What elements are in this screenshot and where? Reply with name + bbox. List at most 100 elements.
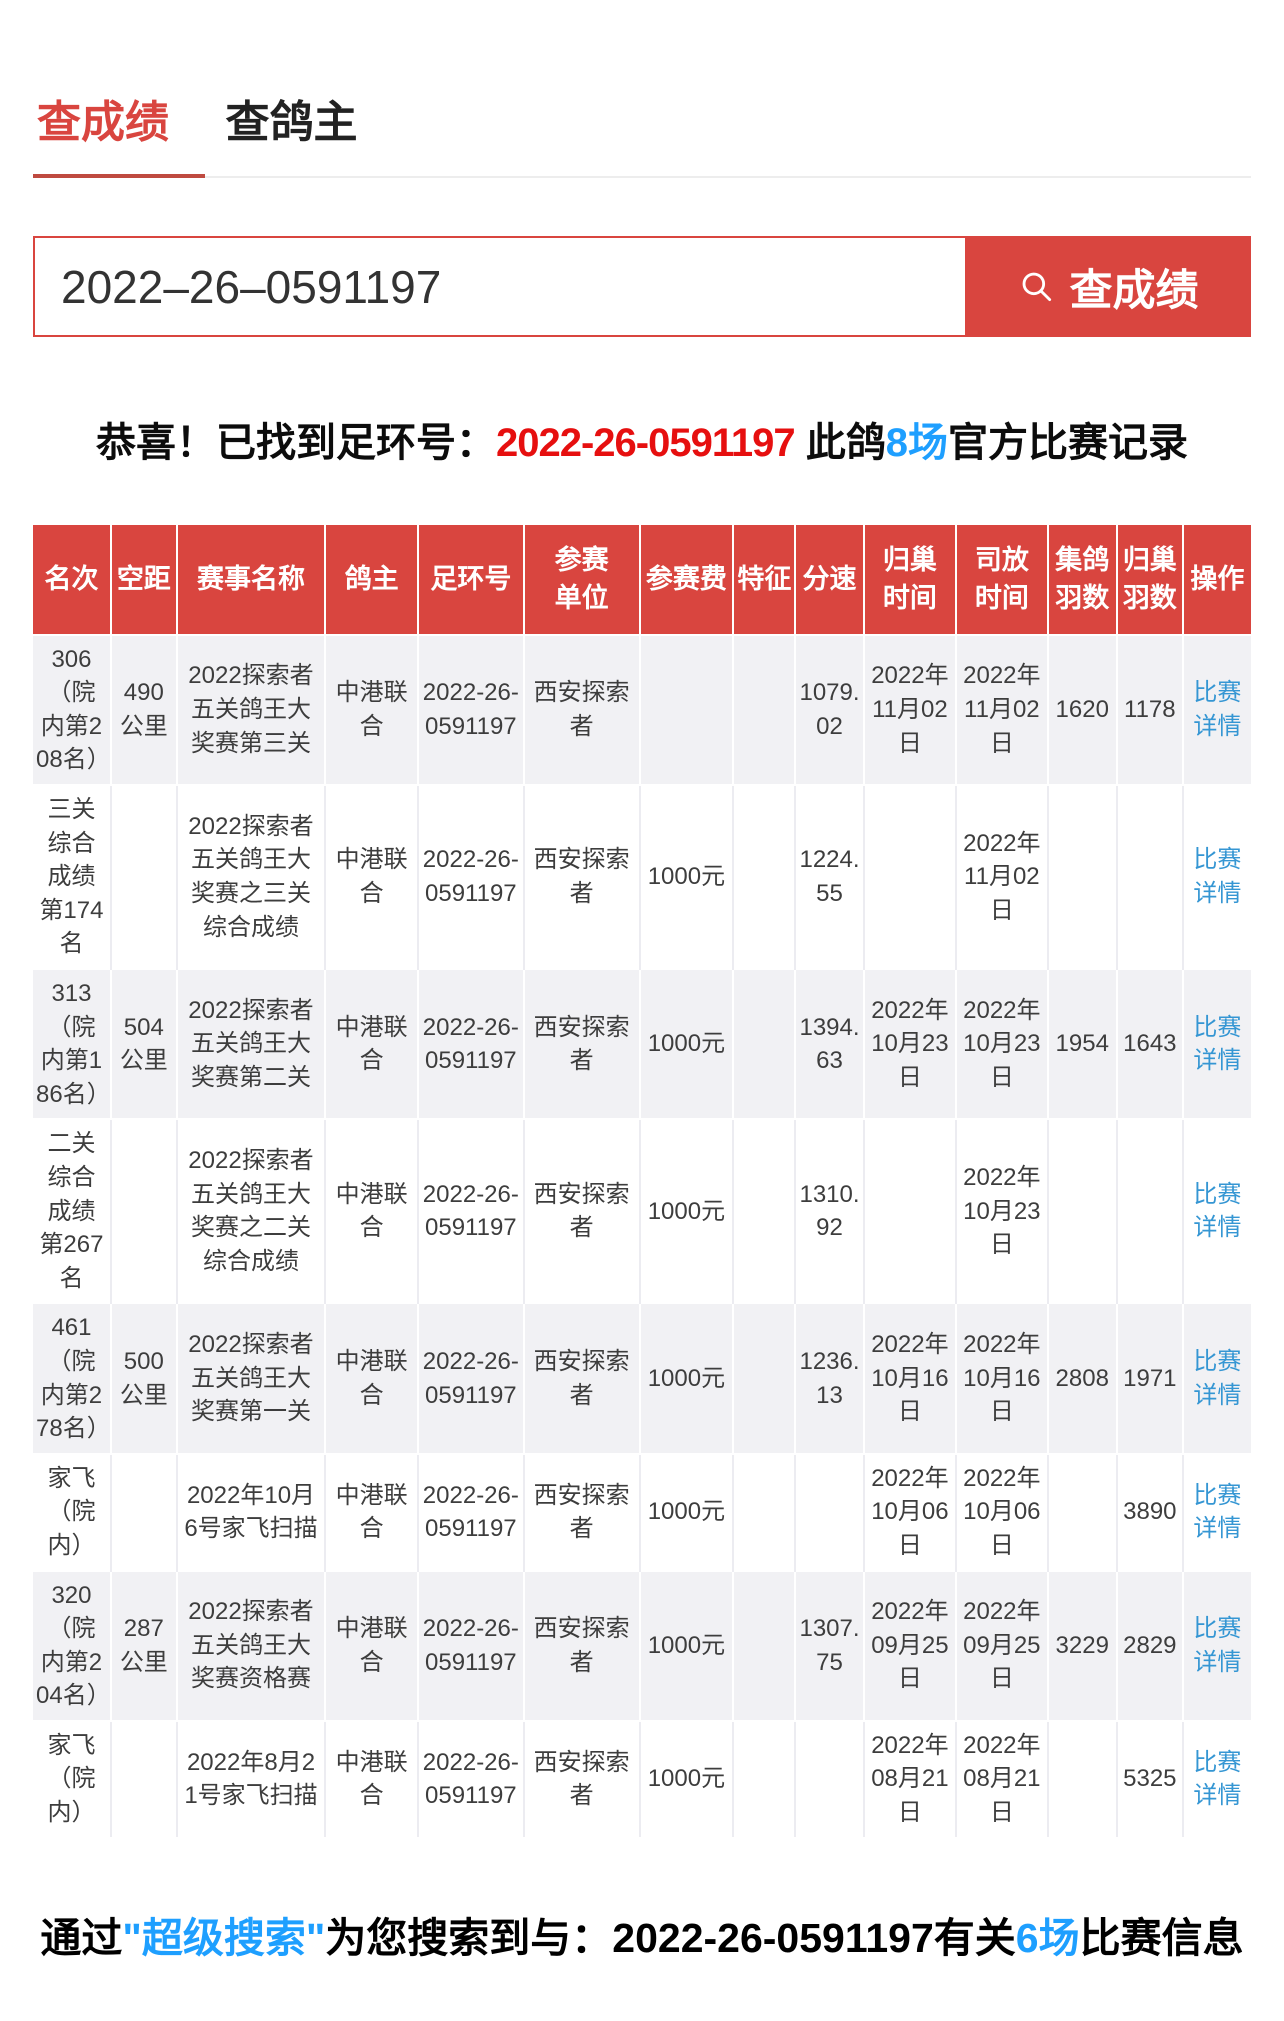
search-icon (1018, 268, 1056, 306)
race-detail-link[interactable]: 比赛详情 (1193, 679, 1242, 740)
cell-organization: 西安探索者 (523, 1719, 641, 1837)
cell-race-name: 2022探索者五关鸽王大奖赛之三关综合成绩 (176, 784, 327, 969)
cell-release-time: 2022年10月06日 (956, 1452, 1049, 1571)
column-header-collected-count: 集鸽 羽数 (1047, 525, 1118, 635)
banner-mid: 此鸽 (794, 421, 886, 465)
cell-race-name: 2022探索者五关鸽王大奖赛第三关 (176, 633, 327, 786)
race-detail-link[interactable]: 比赛详情 (1193, 1481, 1242, 1543)
cell-organization: 西安探索者 (523, 1118, 641, 1304)
note-mid2: 有关 (933, 1914, 1016, 1961)
cell-ring-number: 2022-26-0591197 (417, 1569, 525, 1721)
cell-distance: 490公里 (110, 633, 178, 786)
cell-collected-count (1047, 1118, 1118, 1304)
cell-owner: 中港联合 (325, 1118, 419, 1304)
table-row: 家飞（院内） 2022年8月21号家飞扫描 中港联合 2022-26-05911… (33, 1719, 1251, 1837)
cell-homing-count: 2829 (1116, 1569, 1184, 1721)
search-bar: 查成绩 (33, 236, 1251, 337)
cell-organization: 西安探索者 (523, 1452, 641, 1571)
cell-entry-fee (639, 633, 735, 786)
cell-feature (733, 1302, 797, 1454)
cell-race-name: 2022探索者五关鸽王大奖赛之二关综合成绩 (176, 1118, 327, 1304)
race-detail-link[interactable]: 比赛详情 (1193, 1347, 1242, 1409)
cell-entry-fee: 1000元 (639, 1302, 735, 1454)
race-detail-link[interactable]: 比赛详情 (1193, 1748, 1242, 1810)
cell-collected-count: 2808 (1047, 1302, 1118, 1454)
cell-collected-count (1047, 1719, 1118, 1837)
active-tab-underline (33, 174, 205, 178)
cell-rank: 313（院内第186名） (33, 967, 112, 1120)
cell-feature (733, 633, 797, 786)
super-search-link[interactable]: "超级搜索" (122, 1914, 326, 1961)
cell-homing-time: 2022年10月23日 (863, 967, 958, 1120)
cell-homing-count: 1971 (1116, 1302, 1184, 1454)
cell-action: 比赛详情 (1182, 967, 1251, 1120)
cell-homing-time: 2022年08月21日 (863, 1719, 958, 1837)
column-header-ring-number: 足环号 (417, 525, 525, 635)
column-header-race-name: 赛事名称 (176, 525, 327, 635)
column-header-distance: 空距 (110, 525, 178, 635)
cell-release-time: 2022年10月23日 (956, 1118, 1049, 1304)
note-race-count: 6场 (1015, 1914, 1080, 1961)
cell-rank: 461（院内第278名） (33, 1302, 112, 1454)
banner-race-count: 8场 (885, 421, 948, 465)
table-row: 461（院内第278名） 500公里 2022探索者五关鸽王大奖赛第一关 中港联… (33, 1302, 1251, 1454)
cell-organization: 西安探索者 (523, 1302, 641, 1454)
cell-entry-fee: 1000元 (639, 1118, 735, 1304)
tab-check-results[interactable]: 查成绩 (37, 98, 169, 147)
cell-release-time: 2022年10月23日 (956, 967, 1049, 1120)
cell-action: 比赛详情 (1182, 1452, 1251, 1571)
cell-distance: 500公里 (110, 1302, 178, 1454)
note-ring-number: 2022-26-0591197 (612, 1914, 934, 1961)
race-detail-link[interactable]: 比赛详情 (1193, 1013, 1242, 1075)
cell-ring-number: 2022-26-0591197 (417, 1302, 525, 1454)
cell-feature (733, 1118, 797, 1304)
cell-distance (110, 1118, 178, 1304)
cell-speed: 1310.92 (795, 1118, 865, 1304)
column-header-release-time: 司放 时间 (956, 525, 1049, 635)
table-row: 三关综合成绩第174名 2022探索者五关鸽王大奖赛之三关综合成绩 中港联合 2… (33, 784, 1251, 969)
cell-action: 比赛详情 (1182, 1118, 1251, 1304)
table-body: 306（院内第208名） 490公里 2022探索者五关鸽王大奖赛第三关 中港联… (33, 633, 1251, 1837)
cell-feature (733, 784, 797, 969)
column-header-rank: 名次 (33, 525, 112, 635)
column-header-speed: 分速 (795, 525, 865, 635)
ring-number-search-input[interactable] (33, 236, 965, 337)
cell-distance: 287公里 (110, 1569, 178, 1721)
cell-homing-count (1116, 1118, 1184, 1304)
tab-check-owner[interactable]: 查鸽主 (225, 98, 358, 147)
race-detail-link[interactable]: 比赛详情 (1193, 1180, 1242, 1242)
table-row: 家飞（院内） 2022年10月6号家飞扫描 中港联合 2022-26-05911… (33, 1452, 1251, 1571)
note-suffix: 比赛信息 (1079, 1914, 1244, 1961)
cell-race-name: 2022年10月6号家飞扫描 (176, 1452, 327, 1571)
race-detail-link[interactable]: 比赛详情 (1193, 1615, 1242, 1676)
cell-entry-fee: 1000元 (639, 1452, 735, 1571)
search-button[interactable]: 查成绩 (965, 236, 1251, 337)
cell-release-time: 2022年10月16日 (956, 1302, 1049, 1454)
cell-release-time: 2022年09月25日 (956, 1569, 1049, 1721)
cell-rank: 二关综合成绩第267名 (33, 1118, 112, 1304)
cell-ring-number: 2022-26-0591197 (417, 967, 525, 1120)
race-detail-link[interactable]: 比赛详情 (1193, 846, 1242, 908)
cell-release-time: 2022年11月02日 (956, 784, 1049, 969)
cell-rank: 306（院内第208名） (33, 633, 112, 786)
cell-feature (733, 1719, 797, 1837)
table-row: 313（院内第186名） 504公里 2022探索者五关鸽王大奖赛第二关 中港联… (33, 967, 1251, 1120)
cell-feature (733, 1569, 797, 1721)
cell-entry-fee: 1000元 (639, 784, 735, 969)
cell-homing-time (863, 784, 958, 969)
cell-release-time: 2022年08月21日 (956, 1719, 1049, 1837)
cell-owner: 中港联合 (325, 1302, 419, 1454)
tabs-bar: 查成绩 查鸽主 (33, 0, 1251, 178)
cell-rank: 家飞（院内） (33, 1719, 112, 1837)
cell-entry-fee: 1000元 (639, 1569, 735, 1721)
cell-release-time: 2022年11月02日 (956, 633, 1049, 786)
cell-action: 比赛详情 (1182, 633, 1251, 786)
cell-speed (795, 1719, 865, 1837)
cell-organization: 西安探索者 (523, 967, 641, 1120)
cell-owner: 中港联合 (325, 1569, 419, 1721)
cell-race-name: 2022探索者五关鸽王大奖赛第二关 (176, 967, 327, 1120)
note-prefix: 通过 (40, 1914, 123, 1961)
cell-collected-count: 3229 (1047, 1569, 1118, 1721)
column-header-organization: 参赛 单位 (523, 525, 641, 635)
